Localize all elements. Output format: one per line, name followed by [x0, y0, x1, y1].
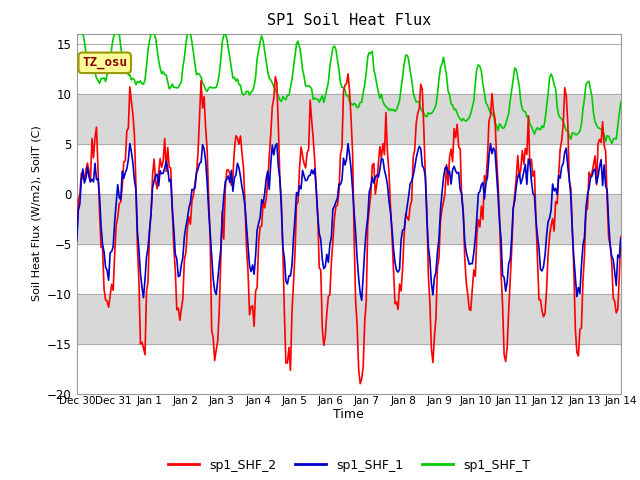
Legend: sp1_SHF_2, sp1_SHF_1, sp1_SHF_T: sp1_SHF_2, sp1_SHF_1, sp1_SHF_T	[163, 454, 535, 477]
X-axis label: Time: Time	[333, 408, 364, 421]
Title: SP1 Soil Heat Flux: SP1 Soil Heat Flux	[267, 13, 431, 28]
Y-axis label: Soil Heat Flux (W/m2), SoilT (C): Soil Heat Flux (W/m2), SoilT (C)	[31, 126, 42, 301]
Bar	[77, 94, 621, 144]
Text: TZ_osu: TZ_osu	[82, 56, 127, 69]
Bar	[77, 193, 621, 243]
Bar	[77, 294, 621, 344]
